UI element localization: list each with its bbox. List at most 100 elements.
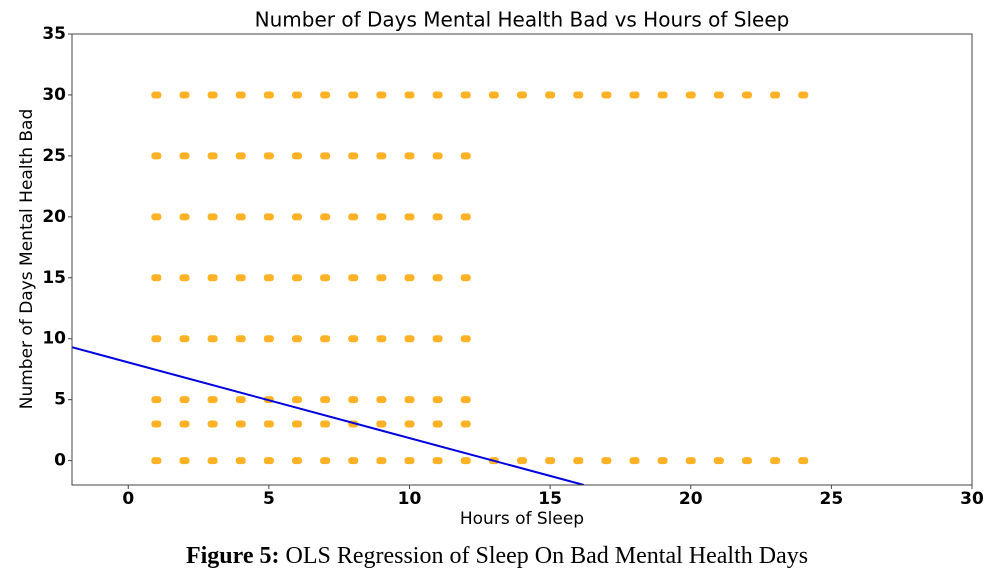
point — [292, 274, 302, 282]
point — [263, 335, 274, 343]
point — [460, 274, 471, 282]
point — [151, 396, 162, 404]
point — [292, 335, 302, 343]
point — [151, 274, 162, 282]
point — [348, 213, 359, 221]
point — [207, 457, 218, 465]
y-tick-label: 20 — [42, 207, 66, 227]
point — [517, 457, 527, 465]
point — [573, 457, 584, 465]
point — [207, 152, 218, 160]
point — [235, 396, 246, 404]
point — [404, 457, 415, 465]
point — [432, 457, 443, 465]
point — [179, 335, 190, 343]
caption-label: Figure 5: — [186, 543, 280, 569]
point — [460, 420, 471, 428]
y-tick-label: 10 — [42, 329, 66, 349]
point — [685, 457, 696, 465]
point — [376, 420, 387, 428]
point — [179, 213, 190, 221]
caption: Figure 5: OLS Regression of Sleep On Bad… — [186, 543, 808, 569]
point — [235, 420, 246, 428]
x-tick-label: 15 — [538, 489, 562, 509]
y-tick-label: 0 — [54, 451, 66, 471]
x-tick-label: 30 — [960, 489, 984, 509]
point — [207, 274, 218, 282]
y-tick-label: 30 — [42, 85, 66, 105]
point — [432, 152, 443, 160]
point — [263, 420, 274, 428]
point — [742, 457, 752, 465]
x-tick-label: 0 — [122, 489, 134, 509]
point — [179, 457, 190, 465]
point — [292, 152, 302, 160]
point — [235, 213, 246, 221]
point — [573, 91, 584, 99]
point — [460, 396, 471, 404]
point — [179, 420, 190, 428]
point — [601, 91, 612, 99]
point — [348, 152, 359, 160]
point — [320, 457, 331, 465]
point — [432, 335, 443, 343]
point — [685, 91, 696, 99]
point — [263, 91, 274, 99]
point — [320, 396, 331, 404]
point — [404, 396, 415, 404]
point — [460, 91, 471, 99]
x-tick-label: 20 — [679, 489, 703, 509]
point — [320, 213, 331, 221]
point — [151, 335, 162, 343]
point — [460, 213, 471, 221]
point — [404, 274, 415, 282]
point — [376, 335, 387, 343]
chart-title: Number of Days Mental Health Bad vs Hour… — [255, 8, 790, 32]
x-tick-label: 25 — [820, 489, 844, 509]
point — [657, 457, 668, 465]
point — [179, 152, 190, 160]
point — [179, 91, 190, 99]
point — [263, 213, 274, 221]
point — [207, 396, 218, 404]
point — [517, 91, 527, 99]
x-axis-label: Hours of Sleep — [460, 509, 584, 529]
point — [207, 91, 218, 99]
point — [770, 457, 781, 465]
point — [545, 91, 556, 99]
point — [179, 396, 190, 404]
point — [376, 457, 387, 465]
point — [320, 420, 331, 428]
point — [798, 457, 809, 465]
point — [320, 152, 331, 160]
point — [376, 213, 387, 221]
point — [348, 396, 359, 404]
point — [207, 335, 218, 343]
point — [742, 91, 752, 99]
point — [488, 91, 499, 99]
point — [404, 420, 415, 428]
point — [404, 335, 415, 343]
points — [72, 91, 809, 485]
point — [432, 396, 443, 404]
point — [460, 457, 471, 465]
point — [713, 91, 724, 99]
y-tick-label: 25 — [42, 146, 66, 166]
point — [404, 91, 415, 99]
x-tick-label: 10 — [398, 489, 422, 509]
point — [292, 457, 302, 465]
point — [151, 91, 162, 99]
y-tick-label: 15 — [42, 268, 66, 288]
point — [235, 457, 246, 465]
point — [713, 457, 724, 465]
point — [235, 152, 246, 160]
regression-line — [72, 346, 585, 485]
point — [320, 335, 331, 343]
point — [235, 91, 246, 99]
point — [151, 457, 162, 465]
point — [151, 152, 162, 160]
point — [207, 213, 218, 221]
point — [629, 457, 640, 465]
caption-text: OLS Regression of Sleep On Bad Mental He… — [285, 543, 808, 569]
point — [348, 91, 359, 99]
